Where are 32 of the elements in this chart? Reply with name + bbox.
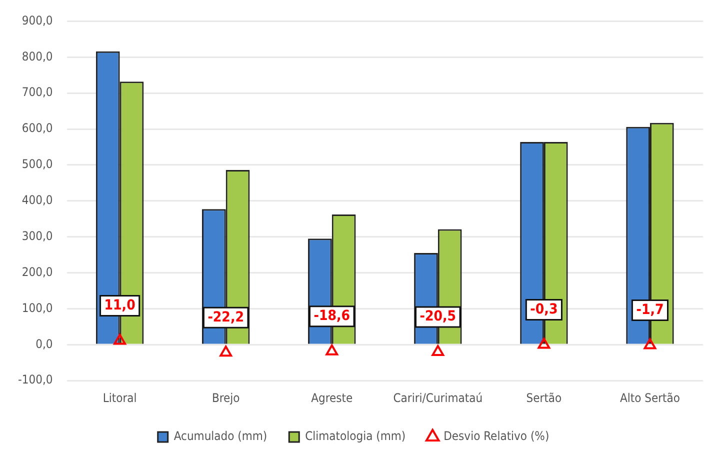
data-label: -20,5	[420, 308, 456, 325]
data-label: -0,3	[530, 301, 558, 318]
y-tick-label: 600,0	[22, 121, 53, 136]
y-tick-label: 900,0	[22, 13, 53, 28]
point	[432, 345, 444, 356]
legend-label: Climatologia (mm)	[305, 429, 406, 444]
x-tick-label: Cariri/Curimataú	[393, 390, 483, 405]
y-tick-label: -100,0	[18, 372, 53, 387]
y-tick-label: 700,0	[22, 85, 53, 100]
y-tick-label: 200,0	[22, 264, 53, 279]
legend-label: Desvio Relativo (%)	[444, 429, 550, 444]
y-tick-label: 500,0	[22, 157, 53, 172]
x-tick-label: Litoral	[102, 390, 137, 405]
data-label: -1,7	[636, 302, 664, 318]
data-label: 11,0	[104, 297, 136, 314]
y-tick-label: 400,0	[22, 193, 53, 208]
legend-label: Acumulado (mm)	[174, 429, 268, 444]
data-label: -18,6	[314, 308, 350, 324]
point	[326, 344, 338, 356]
x-tick-label: Brejo	[212, 390, 240, 405]
point	[220, 346, 232, 357]
y-tick-label: 100,0	[22, 300, 53, 315]
x-tick-label: Alto Sertão	[620, 390, 680, 405]
y-tick-label: 800,0	[22, 49, 53, 64]
point	[644, 338, 656, 350]
point	[114, 334, 126, 345]
data-label: -22,2	[208, 309, 244, 326]
x-tick-label: Agreste	[311, 390, 354, 405]
point	[538, 338, 550, 349]
y-tick-label: 0,0	[36, 336, 53, 351]
x-tick-label: Sertão	[526, 390, 562, 405]
y-tick-label: 300,0	[22, 228, 53, 243]
